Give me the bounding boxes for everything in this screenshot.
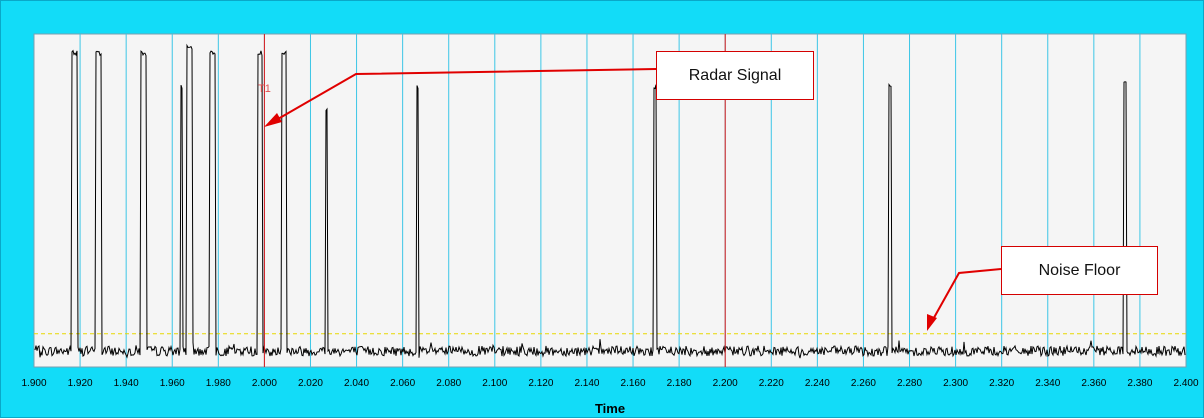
x-tick-label: 1.980 xyxy=(206,378,231,389)
x-tick-label: 1.960 xyxy=(160,378,185,389)
x-tick-label: 2.320 xyxy=(989,378,1014,389)
noise-floor-arrow-head xyxy=(927,314,937,331)
signal-trace xyxy=(34,43,1186,359)
x-tick-label: 2.220 xyxy=(759,378,784,389)
cursor-t1-label: T1 xyxy=(258,83,271,95)
noise-floor-arrow-line xyxy=(930,268,1002,324)
x-tick-label: 2.160 xyxy=(621,378,646,389)
radar-signal-arrow-line xyxy=(270,68,657,124)
x-tick-label: 2.060 xyxy=(390,378,415,389)
x-tick-label: 2.020 xyxy=(298,378,323,389)
noise-floor-label: Noise Floor xyxy=(1038,261,1121,279)
x-tick-label: 1.940 xyxy=(114,378,139,389)
x-tick-label: 2.080 xyxy=(436,378,461,389)
x-tick-label: 2.340 xyxy=(1035,378,1060,389)
x-tick-label: 2.300 xyxy=(943,378,968,389)
x-tick-labels: 1.900 1.920 1.940 1.960 1.980 2.000 2.020 2.040… xyxy=(21,378,1198,389)
radar-signal-label: Radar Signal xyxy=(688,66,782,84)
x-tick-label: 2.260 xyxy=(851,378,876,389)
x-tick-label: 2.180 xyxy=(667,378,692,389)
x-tick-label: 2.100 xyxy=(482,378,507,389)
x-tick-label: 2.040 xyxy=(344,378,369,389)
x-tick-label: 1.920 xyxy=(68,378,93,389)
x-tick-label: 2.120 xyxy=(528,378,553,389)
x-tick-label: 2.240 xyxy=(805,378,830,389)
x-tick-label: 2.140 xyxy=(574,378,599,389)
x-tick-label: 2.000 xyxy=(252,378,277,389)
x-tick-label: 2.360 xyxy=(1081,378,1106,389)
grid xyxy=(79,34,1141,367)
plot-area xyxy=(33,33,1187,368)
noise-floor-callout: Noise Floor xyxy=(1001,246,1158,295)
annotation-arrows xyxy=(264,68,1002,331)
x-tick-label: 2.400 xyxy=(1173,378,1198,389)
x-tick-label: 2.200 xyxy=(713,378,738,389)
x-tick-label: 1.900 xyxy=(21,378,46,389)
radar-signal-arrow-head xyxy=(264,113,282,127)
radar-signal-callout: Radar Signal xyxy=(656,51,814,100)
x-tick-label: 2.280 xyxy=(897,378,922,389)
x-tick-label: 2.380 xyxy=(1127,378,1152,389)
x-axis-title: Time xyxy=(595,401,625,416)
